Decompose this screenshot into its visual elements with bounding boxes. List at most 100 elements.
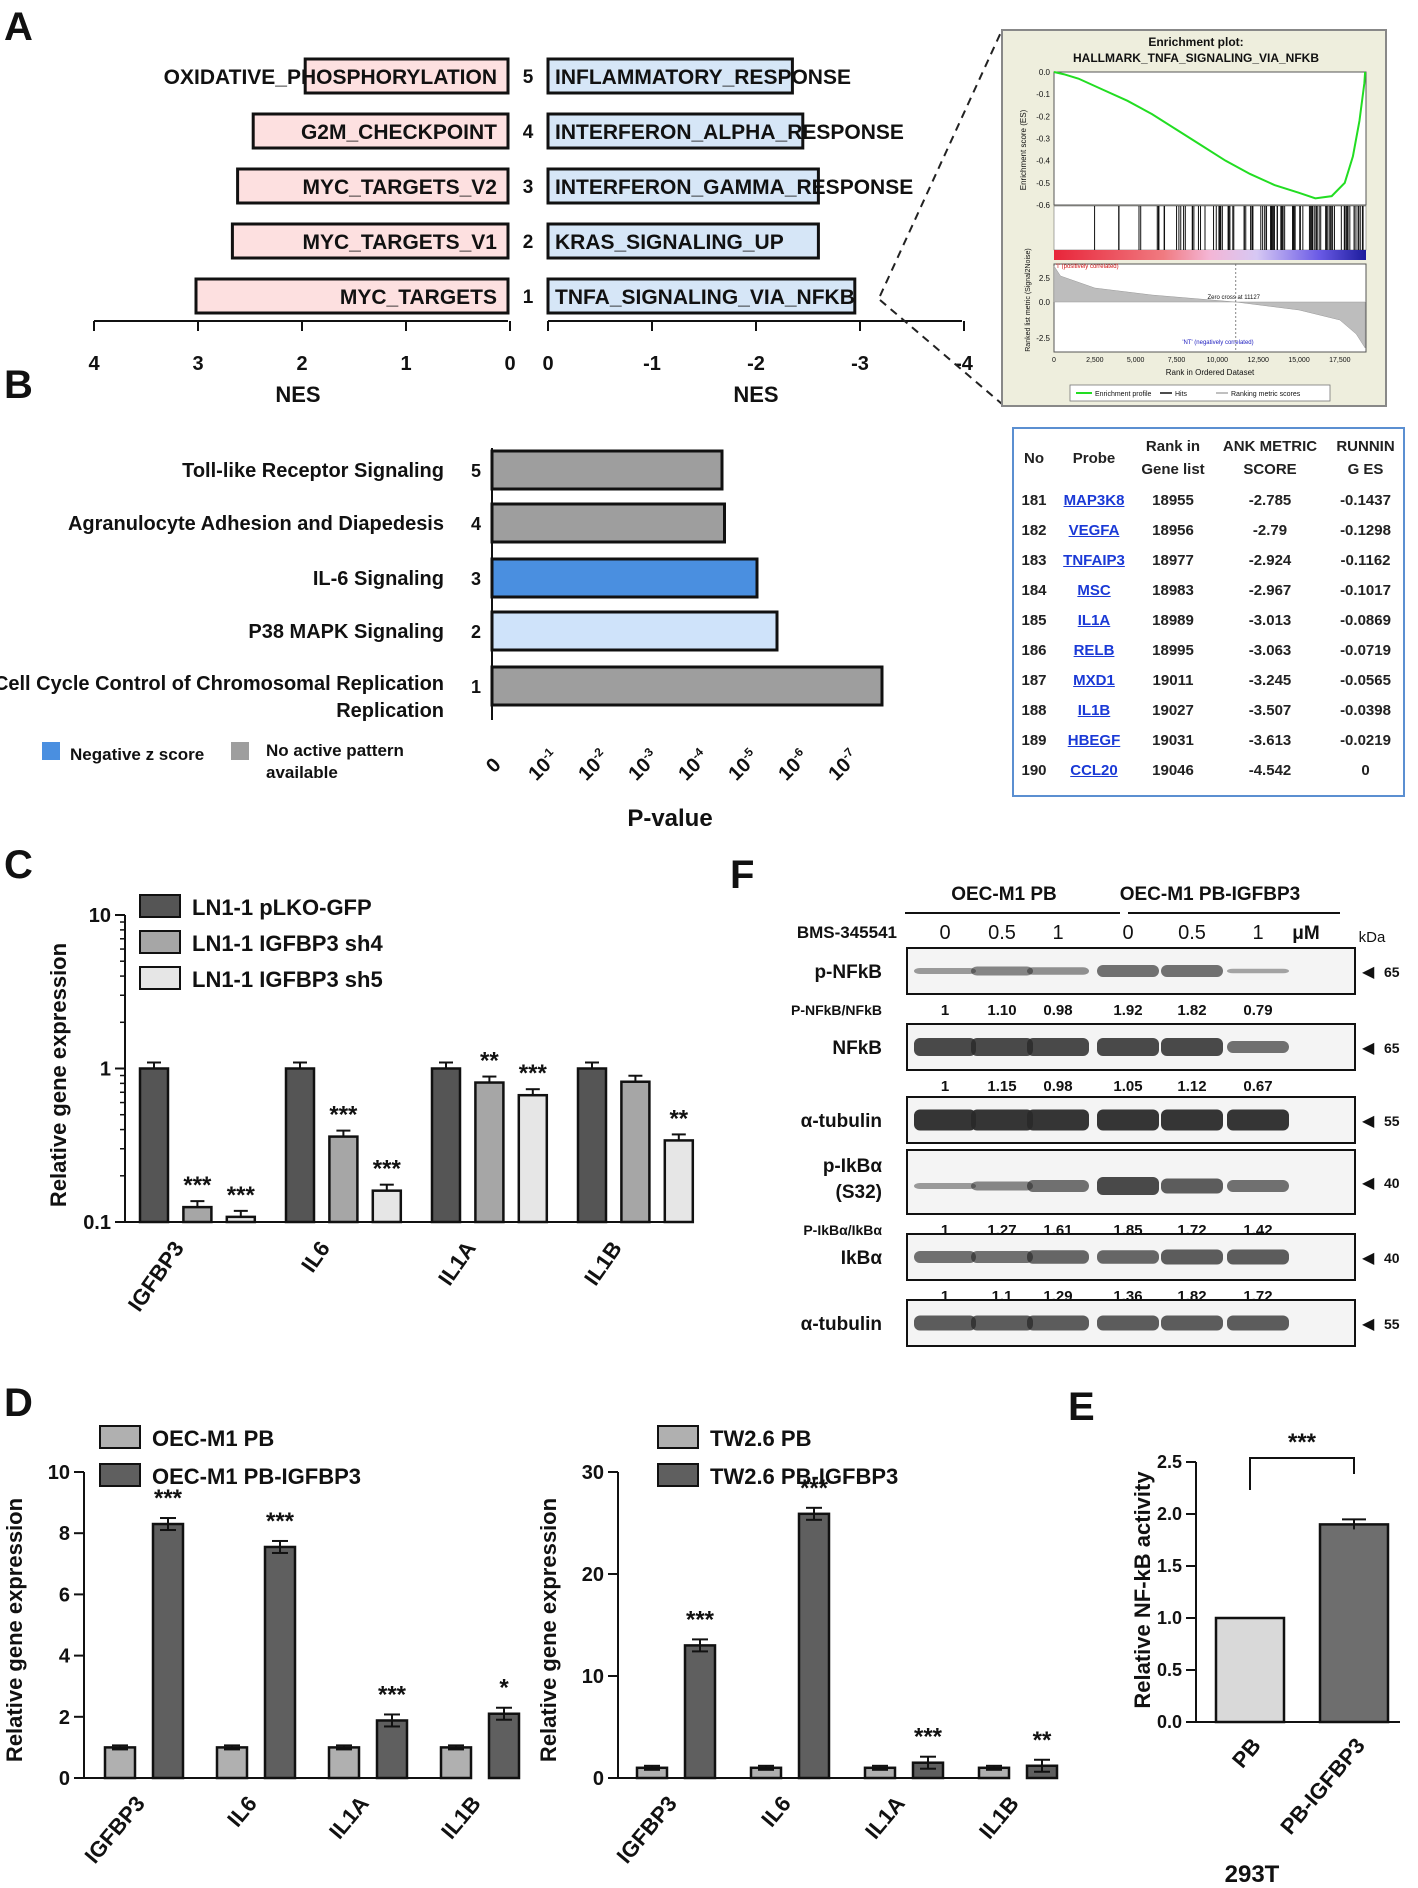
table-row: 190 CCL20 19046 -4.542 0 — [1014, 755, 1403, 785]
significance-mark: ** — [480, 1048, 499, 1075]
tick-label: 3 — [192, 353, 203, 375]
y-tick-label: 30 — [582, 1462, 604, 1484]
table-row: 182 VEGFA 18956 -2.79 -0.1298 — [1014, 515, 1403, 545]
category-label: IL6 — [222, 1791, 262, 1831]
marker-arrow-icon: ◀ — [1362, 964, 1375, 981]
significance-mark: * — [499, 1675, 509, 1702]
category-label: IL6 — [756, 1791, 796, 1831]
probe-link[interactable]: CCL20 — [1070, 761, 1118, 779]
quant-value: 0.98 — [1043, 1002, 1072, 1019]
western-band — [1027, 1250, 1089, 1264]
nes-bar-negative — [546, 57, 794, 95]
table-cell: 19046 — [1152, 761, 1194, 779]
bar-label: KRAS_SIGNALING_UP — [555, 231, 784, 254]
table-cell: -3.013 — [1248, 611, 1292, 629]
pvalue-tick: 10-4 — [673, 745, 713, 785]
hits-area — [1053, 205, 1367, 251]
header-probe: Probe — [1072, 449, 1116, 467]
y-tick-label: 1.5 — [1157, 1556, 1182, 1576]
pathway-label: Toll-like Receptor Signaling — [182, 460, 444, 482]
western-band — [1097, 965, 1159, 977]
category-label: IL1B — [974, 1791, 1024, 1844]
category-label: PB — [1227, 1733, 1266, 1772]
nes-bar-positive — [230, 222, 510, 260]
probe-link[interactable]: IL1B — [1077, 701, 1111, 719]
significance-mark: *** — [378, 1681, 407, 1708]
legend-label: Ranking metric scores — [1231, 391, 1301, 398]
bar — [284, 1067, 316, 1224]
pvalue-bar — [490, 557, 759, 599]
western-band — [1161, 1038, 1223, 1056]
legend-label: Negative z score — [70, 745, 204, 764]
bar — [263, 1545, 297, 1780]
blot-label: IkBα — [841, 1248, 883, 1269]
rank-number: 4 — [523, 122, 534, 143]
table-cell: 186 — [1021, 641, 1047, 659]
bar — [620, 1080, 651, 1224]
gsea-xlabel: Rank in Ordered Dataset — [1166, 368, 1255, 377]
group-label: OEC-M1 PB — [951, 884, 1057, 905]
marker-arrow-icon: ◀ — [1362, 1316, 1375, 1333]
tick-exponent: -7 — [839, 745, 857, 763]
cell-line-label: 293T — [1225, 1861, 1280, 1888]
table-cell: 19011 — [1152, 671, 1194, 689]
western-band — [914, 1183, 976, 1189]
western-band — [1227, 968, 1289, 974]
table-cell: 190 — [1021, 761, 1047, 779]
significance-mark: *** — [373, 1156, 402, 1183]
pvalue-tick: 10-5 — [723, 745, 763, 785]
y-tick-label: 0.1 — [83, 1212, 111, 1234]
significance-mark: *** — [329, 1102, 358, 1129]
rank-number: 1 — [471, 677, 481, 697]
gsea-legend-box — [1069, 384, 1331, 402]
western-band — [1227, 1180, 1289, 1192]
probe-link[interactable]: MSC — [1077, 581, 1111, 599]
probe-link[interactable]: MAP3K8 — [1063, 491, 1125, 509]
legend-swatch — [657, 1463, 699, 1487]
nes-bar-positive — [194, 277, 510, 315]
bar — [797, 1512, 831, 1780]
blot-label: α-tubulin — [801, 1314, 882, 1335]
tick-label: 4 — [88, 353, 100, 375]
quant-value: 1 — [941, 1288, 949, 1305]
panel-letter-c: C — [4, 843, 33, 887]
bar — [517, 1093, 549, 1224]
x-tick: 12,500 — [1247, 357, 1269, 364]
table-row: 181 MAP3K8 18955 -2.785 -0.1437 — [1014, 485, 1403, 515]
y-axis-title: Relative gene expression — [2, 1498, 27, 1762]
western-band — [914, 1038, 976, 1056]
legend-swatch — [139, 930, 181, 954]
probe-link[interactable]: VEGFA — [1068, 521, 1120, 539]
category-label: IL1B — [436, 1791, 486, 1844]
table-cell: -2.79 — [1252, 521, 1288, 539]
panel-letter-a: A — [4, 5, 33, 49]
table-cell: 19031 — [1152, 731, 1194, 749]
y-tick-label: 2.0 — [1157, 1504, 1182, 1524]
blot-2 — [906, 1096, 1356, 1144]
rank-number: 1 — [523, 287, 534, 308]
table-cell: -0.1162 — [1340, 551, 1391, 569]
western-band — [914, 968, 976, 974]
dose-label: 1 — [1052, 922, 1063, 944]
tick-exponent: -6 — [789, 745, 807, 763]
kda-marker: 55 — [1384, 1113, 1400, 1129]
es-tick: -0.4 — [1036, 157, 1050, 166]
tick-label: 1 — [400, 353, 411, 375]
table-cell: 18983 — [1152, 581, 1194, 599]
probe-link[interactable]: MXD1 — [1073, 671, 1115, 689]
pvalue-tick: 10-3 — [623, 745, 663, 785]
quant-value: 1.10 — [987, 1002, 1016, 1019]
bar — [371, 1189, 403, 1224]
quant-value: 1 — [941, 1078, 949, 1095]
rank-color-bar — [1054, 250, 1366, 260]
y-tick-label: 0.0 — [1157, 1712, 1182, 1732]
rank-tick: -2.5 — [1036, 334, 1050, 343]
table-cell: -0.0219 — [1340, 731, 1391, 749]
bar — [225, 1215, 257, 1224]
probe-link[interactable]: TNFAIP3 — [1063, 551, 1125, 569]
probe-link[interactable]: HBEGF — [1067, 731, 1121, 749]
probe-link[interactable]: IL1A — [1077, 611, 1111, 629]
probe-link[interactable]: RELB — [1073, 641, 1115, 659]
